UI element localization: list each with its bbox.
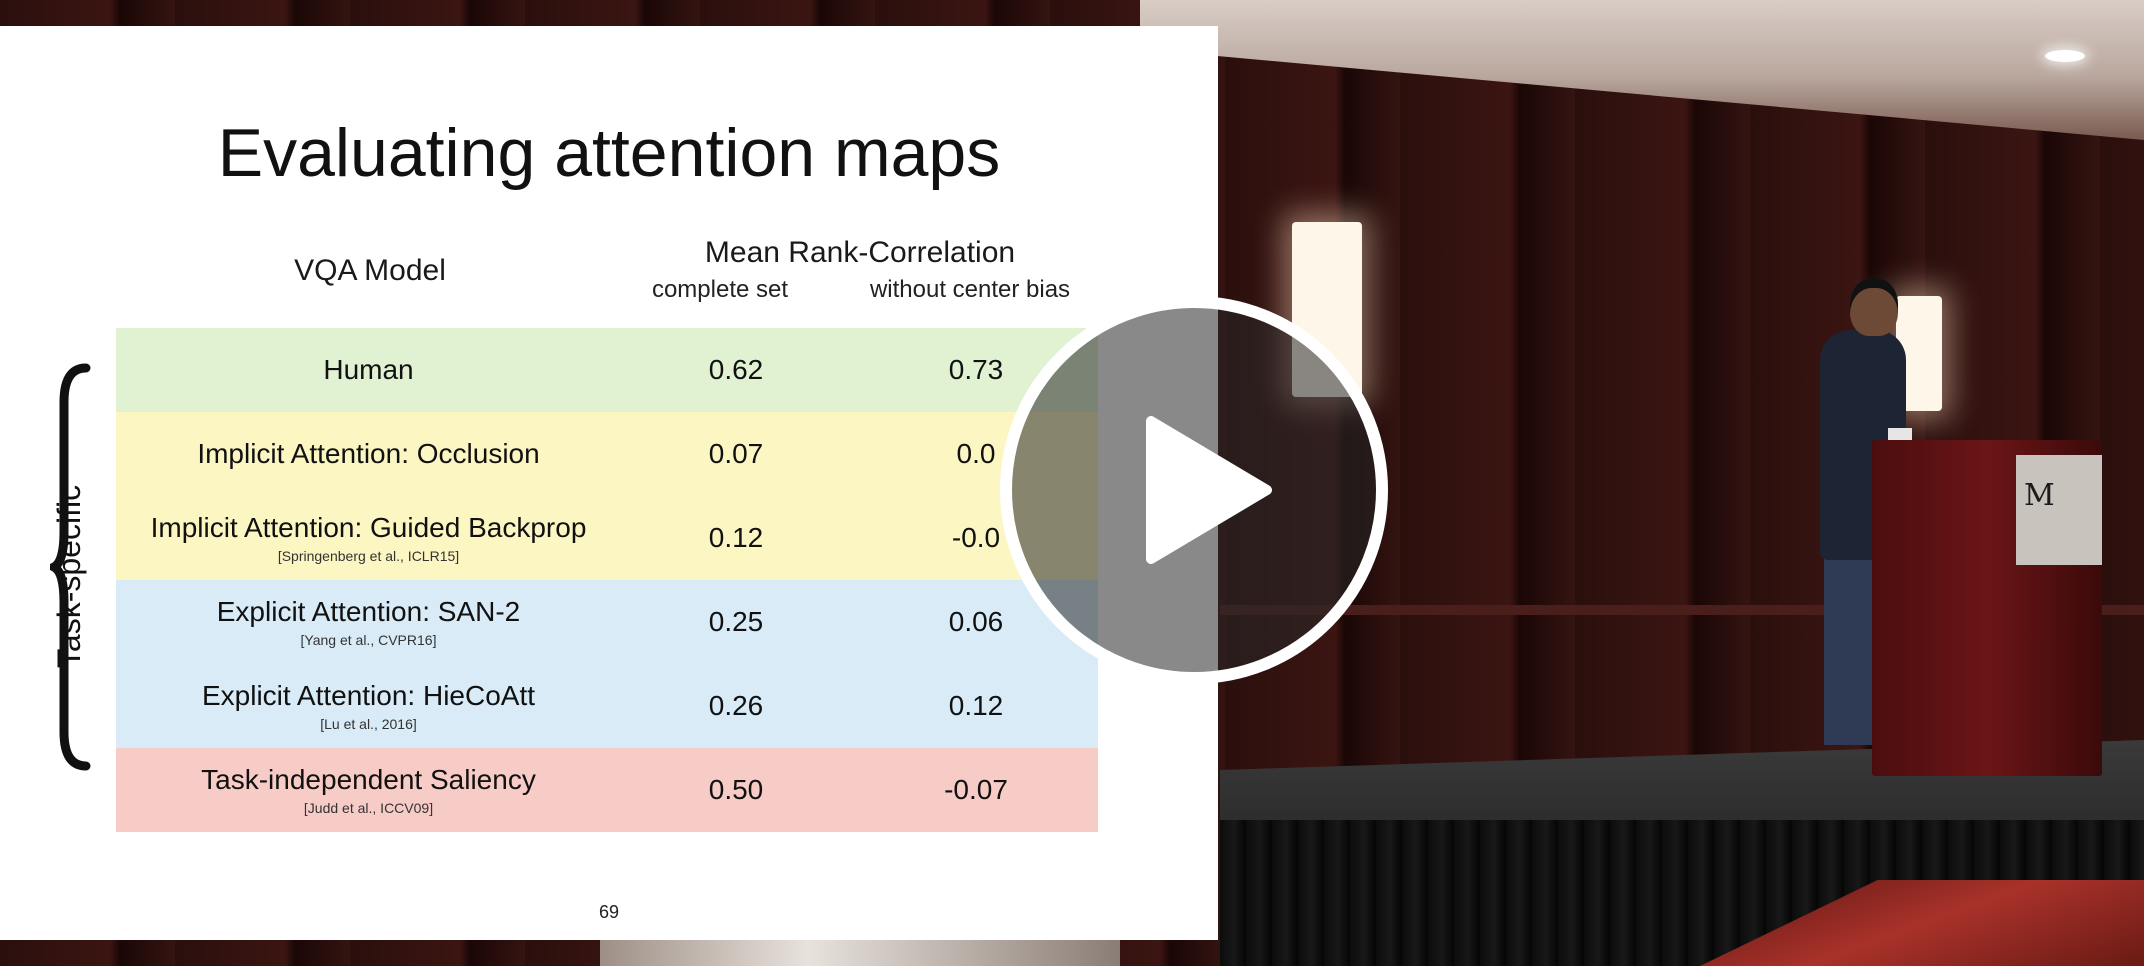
value-without-center-bias: 0.73 bbox=[948, 354, 1004, 385]
table-row: Task-independent Saliency [Judd et al., … bbox=[116, 748, 1098, 832]
row-label: Task-independent Saliency bbox=[201, 764, 536, 795]
brace-icon bbox=[50, 363, 91, 771]
column-subheader-without-center-bias: without center bias bbox=[869, 276, 1071, 303]
row-label: Implicit Attention: Guided Backprop bbox=[150, 512, 587, 543]
value-complete-set: 0.25 bbox=[708, 606, 764, 637]
row-citation: [Springenberg et al., ICLR15] bbox=[277, 548, 460, 564]
row-citation: [Lu et al., 2016] bbox=[320, 716, 417, 732]
column-header-metric: Mean Rank-Correlation bbox=[704, 236, 1016, 269]
column-header-model: VQA Model bbox=[294, 254, 446, 287]
row-citation: [Judd et al., ICCV09] bbox=[303, 800, 434, 816]
play-icon bbox=[1146, 416, 1272, 564]
table-row: Explicit Attention: SAN-2 [Yang et al., … bbox=[116, 580, 1098, 664]
bottom-strip bbox=[600, 940, 1120, 966]
presenter-legs bbox=[1824, 555, 1880, 745]
podium-sign bbox=[2016, 455, 2102, 565]
podium-logo-icon: M bbox=[2024, 478, 2055, 513]
row-label: Human bbox=[323, 354, 414, 385]
value-without-center-bias: 0.12 bbox=[948, 690, 1004, 721]
value-without-center-bias: -0.0 bbox=[951, 522, 1001, 553]
value-complete-set: 0.26 bbox=[708, 690, 764, 721]
row-label: Explicit Attention: SAN-2 bbox=[216, 596, 521, 627]
brace-label: Task-specific bbox=[51, 484, 88, 668]
column-subheader-complete-set: complete set bbox=[651, 276, 789, 303]
table-row: Implicit Attention: Guided Backprop [Spr… bbox=[116, 496, 1098, 580]
value-complete-set: 0.12 bbox=[708, 522, 764, 553]
presenter-head bbox=[1850, 278, 1898, 336]
wall-rail bbox=[1220, 605, 2144, 615]
play-button[interactable] bbox=[1000, 296, 1388, 684]
value-complete-set: 0.07 bbox=[708, 438, 764, 469]
table-row: Human 0.62 0.73 bbox=[116, 328, 1098, 412]
ceiling-light bbox=[2045, 50, 2085, 62]
row-label: Explicit Attention: HieCoAtt bbox=[201, 680, 536, 711]
results-table: Human 0.62 0.73 Implicit Attention: Occl… bbox=[116, 328, 1098, 832]
value-without-center-bias: 0.06 bbox=[948, 606, 1004, 637]
slide-title: Evaluating attention maps bbox=[217, 115, 1001, 191]
value-without-center-bias: 0.0 bbox=[956, 438, 996, 469]
value-complete-set: 0.50 bbox=[708, 774, 764, 805]
row-label: Implicit Attention: Occlusion bbox=[197, 438, 540, 469]
value-complete-set: 0.62 bbox=[708, 354, 764, 385]
row-citation: [Yang et al., CVPR16] bbox=[300, 632, 437, 648]
table-row: Explicit Attention: HieCoAtt [Lu et al.,… bbox=[116, 664, 1098, 748]
value-without-center-bias: -0.07 bbox=[944, 774, 1008, 805]
table-row: Implicit Attention: Occlusion 0.07 0.0 bbox=[116, 412, 1098, 496]
slide-page-number: 69 bbox=[598, 902, 620, 922]
